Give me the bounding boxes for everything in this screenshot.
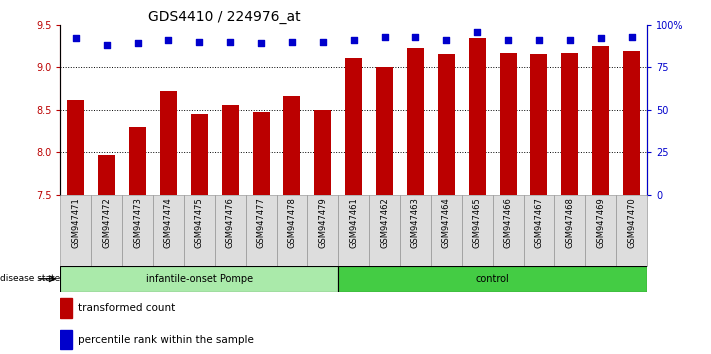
Point	[441, 37, 452, 43]
Point	[163, 37, 174, 43]
Bar	[469, 38, 486, 195]
Bar	[277, 195, 307, 266]
Point	[317, 39, 328, 45]
Bar	[407, 48, 424, 195]
Point	[70, 35, 82, 41]
Text: GSM947479: GSM947479	[319, 197, 327, 247]
Bar	[562, 53, 578, 195]
Bar	[60, 298, 73, 318]
Text: GSM947462: GSM947462	[380, 197, 389, 247]
Text: disease state: disease state	[0, 274, 60, 283]
Text: GSM947476: GSM947476	[225, 197, 235, 248]
Point	[595, 35, 606, 41]
Bar	[307, 195, 338, 266]
Bar	[215, 195, 246, 266]
Text: GSM947466: GSM947466	[503, 197, 513, 248]
Text: GSM947477: GSM947477	[257, 197, 266, 248]
Text: GSM947475: GSM947475	[195, 197, 204, 247]
Text: GSM947471: GSM947471	[71, 197, 80, 247]
Text: GSM947478: GSM947478	[287, 197, 296, 248]
Point	[626, 34, 637, 40]
Text: GSM947461: GSM947461	[349, 197, 358, 247]
Text: GSM947474: GSM947474	[164, 197, 173, 247]
Bar	[523, 195, 555, 266]
Bar	[129, 127, 146, 195]
Point	[193, 39, 205, 45]
Point	[533, 37, 545, 43]
Bar	[91, 195, 122, 266]
Bar	[68, 101, 85, 195]
Point	[379, 34, 390, 40]
Bar	[60, 266, 338, 292]
Point	[287, 39, 298, 45]
Point	[410, 34, 421, 40]
Bar	[252, 112, 269, 195]
Point	[101, 42, 112, 48]
Bar	[461, 195, 493, 266]
Bar	[160, 91, 177, 195]
Text: percentile rank within the sample: percentile rank within the sample	[78, 335, 254, 345]
Bar	[153, 195, 184, 266]
Bar	[592, 46, 609, 195]
Point	[471, 29, 483, 34]
Bar	[555, 195, 585, 266]
Text: GSM947473: GSM947473	[133, 197, 142, 248]
Bar	[338, 266, 647, 292]
Bar	[60, 330, 73, 349]
Point	[255, 41, 267, 46]
Bar	[222, 105, 239, 195]
Bar	[438, 54, 455, 195]
Bar	[623, 51, 640, 195]
Point	[132, 41, 144, 46]
Text: infantile-onset Pompe: infantile-onset Pompe	[146, 274, 253, 284]
Bar	[338, 195, 369, 266]
Bar	[246, 195, 277, 266]
Bar	[98, 155, 115, 195]
Text: GSM947469: GSM947469	[597, 197, 605, 247]
Text: transformed count: transformed count	[78, 303, 176, 313]
Bar	[314, 110, 331, 195]
Bar	[184, 195, 215, 266]
Bar	[60, 195, 91, 266]
Bar	[400, 195, 431, 266]
Bar	[616, 195, 647, 266]
Text: control: control	[476, 274, 510, 284]
Bar	[530, 54, 547, 195]
Point	[503, 37, 514, 43]
Text: GSM947470: GSM947470	[627, 197, 636, 247]
Bar	[284, 96, 301, 195]
Bar	[122, 195, 153, 266]
Text: GSM947467: GSM947467	[535, 197, 543, 248]
Text: GSM947463: GSM947463	[411, 197, 420, 248]
Text: GSM947465: GSM947465	[473, 197, 482, 247]
Text: GDS4410 / 224976_at: GDS4410 / 224976_at	[149, 10, 301, 24]
Point	[225, 39, 236, 45]
Bar	[500, 53, 517, 195]
Bar	[376, 67, 393, 195]
Bar	[191, 114, 208, 195]
Bar	[346, 58, 362, 195]
Text: GSM947472: GSM947472	[102, 197, 111, 247]
Point	[348, 37, 360, 43]
Bar	[585, 195, 616, 266]
Bar	[369, 195, 400, 266]
Bar	[431, 195, 461, 266]
Text: GSM947468: GSM947468	[565, 197, 574, 248]
Point	[564, 37, 575, 43]
Text: GSM947464: GSM947464	[442, 197, 451, 247]
Bar	[493, 195, 523, 266]
